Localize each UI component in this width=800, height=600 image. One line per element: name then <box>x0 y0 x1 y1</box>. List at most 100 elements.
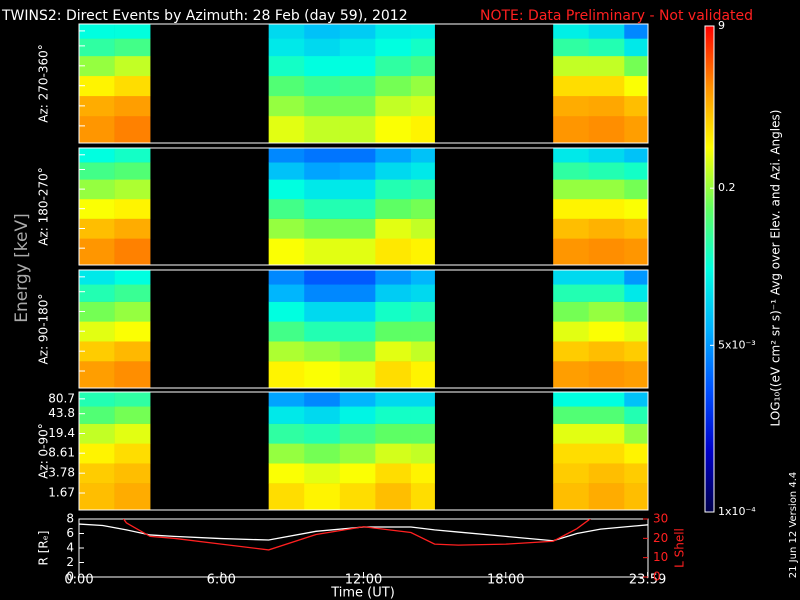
heatmap-cell <box>588 284 625 302</box>
heatmap-cell <box>114 55 151 77</box>
version-note: 21 Jun 12 Version 4.4 <box>788 472 799 578</box>
heatmap-cell <box>304 423 341 444</box>
heatmap-cell <box>588 270 625 285</box>
heatmap-cell <box>553 270 590 285</box>
heatmap-cell <box>304 24 341 39</box>
heatmap-cell <box>375 75 412 97</box>
heatmap-cell <box>410 301 435 322</box>
heatmap-cell <box>268 75 305 97</box>
heatmap-cell <box>114 483 151 511</box>
heatmap-cell <box>339 95 376 117</box>
heatmap-cell <box>410 38 435 57</box>
panel-frame <box>78 23 649 144</box>
heatmap-cell <box>114 423 151 444</box>
heatmap-cell <box>339 148 376 163</box>
heatmap-cell <box>624 148 649 163</box>
heatmap-cell <box>268 148 305 163</box>
heatmap-cell <box>588 341 625 362</box>
y-tick-label: 1.67 <box>48 486 75 500</box>
panel-label: Az: 90-180° <box>37 294 51 365</box>
heatmap-cell <box>375 392 412 407</box>
heatmap-cell <box>553 162 590 180</box>
heatmap-cell <box>114 148 151 163</box>
heatmap-cell <box>114 198 151 219</box>
heatmap-cell <box>268 24 305 39</box>
y-tick-label: 0 <box>66 570 74 584</box>
heatmap-cell <box>339 301 376 322</box>
heatmap-cell <box>79 24 115 39</box>
heatmap-cell <box>268 392 305 407</box>
y2-tick-label: 30 <box>653 512 668 526</box>
heatmap-cell <box>588 24 625 39</box>
heatmap-cell <box>114 115 151 144</box>
heatmap-cell <box>553 321 590 342</box>
heatmap-cell <box>268 179 305 200</box>
heatmap-cell <box>268 198 305 219</box>
heatmap-cell <box>375 406 412 424</box>
heatmap-cell <box>624 341 649 362</box>
heatmap-cell <box>79 361 115 389</box>
heatmap-cell <box>304 55 341 77</box>
chart-note: NOTE: Data Preliminary - Not validated <box>480 8 753 24</box>
heatmap-cell <box>339 321 376 342</box>
heatmap-cell <box>304 218 341 239</box>
heatmap-cell <box>410 443 435 464</box>
heatmap-cell <box>114 406 151 424</box>
heatmap-cell <box>339 162 376 180</box>
colorbar-tick-label: 0.2 <box>718 181 736 194</box>
heatmap-cell <box>553 75 590 97</box>
heatmap-cell <box>410 392 435 407</box>
line-group <box>79 519 648 551</box>
heatmap-cell <box>339 198 376 219</box>
heatmap-cell <box>339 463 376 484</box>
heatmap-cell <box>553 218 590 239</box>
heatmap-cell <box>553 406 590 424</box>
heatmap-cell <box>268 341 305 362</box>
heatmap-cell <box>553 341 590 362</box>
heatmap-cell <box>339 115 376 144</box>
heatmap-cell <box>339 423 376 444</box>
heatmap-cell <box>114 284 151 302</box>
heatmap-cell <box>304 392 341 407</box>
heatmap-cell <box>114 301 151 322</box>
heatmap-cell <box>410 218 435 239</box>
heatmap-cell <box>79 406 115 424</box>
heatmap-cell <box>624 284 649 302</box>
heatmap-cell <box>268 95 305 117</box>
panel-label: Az: 270-360° <box>37 44 51 123</box>
heatmap-cell <box>304 406 341 424</box>
heatmap-cell <box>114 38 151 57</box>
heatmap-cell <box>339 341 376 362</box>
heatmap-cell <box>114 162 151 180</box>
heatmap-cell <box>553 301 590 322</box>
heatmap-cell <box>79 284 115 302</box>
heatmap-cell <box>375 423 412 444</box>
heatmap-cell <box>79 38 115 57</box>
heatmap-cell <box>624 463 649 484</box>
heatmap-cell <box>339 406 376 424</box>
heatmap-cell <box>339 361 376 389</box>
y-tick-label: 19.4 <box>48 426 75 440</box>
heatmap-cell <box>304 162 341 180</box>
heatmap-cell <box>375 179 412 200</box>
heatmap-cell <box>588 179 625 200</box>
heatmap-cell <box>624 198 649 219</box>
heatmap-cell <box>375 270 412 285</box>
heatmap-cell <box>375 148 412 163</box>
heatmap-cell <box>79 443 115 464</box>
heatmap-cell <box>375 483 412 511</box>
y-tick-label: 8.61 <box>48 446 75 460</box>
heatmap-cell <box>79 423 115 444</box>
y-axis-title: Energy [keV] <box>12 213 32 323</box>
heatmap-cell <box>304 270 341 285</box>
heatmap-cell <box>268 115 305 144</box>
heatmap-cell <box>624 361 649 389</box>
heatmap-cell <box>624 24 649 39</box>
heatmap-cell <box>553 238 590 266</box>
heatmap-cell <box>268 321 305 342</box>
heatmap-cell <box>410 463 435 484</box>
heatmap-cell <box>79 75 115 97</box>
heatmap-cell <box>375 162 412 180</box>
heatmap-cell <box>268 38 305 57</box>
heatmap-cell <box>304 115 341 144</box>
